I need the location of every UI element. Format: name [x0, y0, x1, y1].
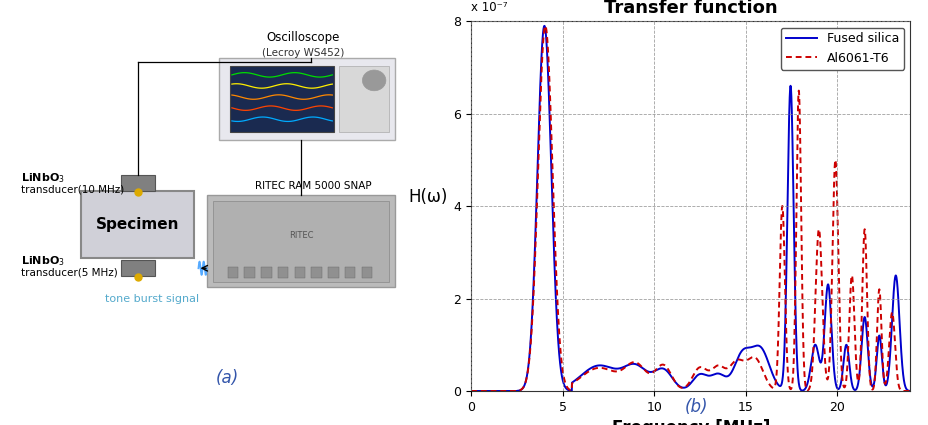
Text: LiNbO$_3$: LiNbO$_3$	[20, 255, 65, 269]
Fused silica	[465, 388, 476, 394]
FancyBboxPatch shape	[261, 267, 271, 278]
FancyBboxPatch shape	[121, 175, 154, 191]
Y-axis label: H(ω): H(ω)	[408, 188, 447, 206]
FancyBboxPatch shape	[82, 191, 194, 258]
Al6061-T6	[465, 388, 476, 394]
FancyBboxPatch shape	[277, 267, 288, 278]
FancyBboxPatch shape	[121, 260, 154, 276]
Text: (b): (b)	[684, 399, 708, 416]
FancyBboxPatch shape	[294, 267, 304, 278]
Circle shape	[362, 70, 385, 91]
FancyBboxPatch shape	[244, 267, 254, 278]
FancyBboxPatch shape	[227, 267, 238, 278]
Fused silica	[728, 363, 740, 368]
Text: transducer(5 MHz): transducer(5 MHz)	[20, 268, 117, 278]
FancyBboxPatch shape	[229, 65, 334, 132]
Al6061-T6	[793, 89, 804, 94]
Al6061-T6	[904, 388, 915, 394]
FancyBboxPatch shape	[213, 201, 388, 282]
Text: (a): (a)	[216, 369, 239, 387]
Text: RITEC RAM 5000 SNAP: RITEC RAM 5000 SNAP	[254, 181, 371, 191]
Fused silica	[826, 343, 837, 348]
FancyBboxPatch shape	[344, 267, 354, 278]
Fused silica	[545, 159, 556, 164]
Text: RITEC: RITEC	[289, 231, 313, 240]
Fused silica	[793, 382, 804, 387]
Al6061-T6	[539, 23, 550, 28]
Al6061-T6	[633, 362, 644, 367]
Text: tone burst signal: tone burst signal	[105, 294, 200, 303]
Fused silica	[538, 23, 549, 28]
Al6061-T6	[728, 359, 740, 364]
FancyBboxPatch shape	[219, 58, 394, 139]
Title: Transfer function: Transfer function	[603, 0, 777, 17]
FancyBboxPatch shape	[207, 195, 394, 287]
Text: transducer(10 MHz): transducer(10 MHz)	[20, 184, 123, 195]
Fused silica	[904, 388, 915, 394]
Line: Fused silica: Fused silica	[470, 26, 909, 391]
Fused silica	[751, 343, 762, 348]
Al6061-T6	[826, 253, 837, 258]
FancyBboxPatch shape	[338, 65, 388, 132]
Text: Oscilloscope: Oscilloscope	[266, 31, 340, 44]
Al6061-T6	[545, 122, 556, 127]
FancyBboxPatch shape	[328, 267, 338, 278]
Legend: Fused silica, Al6061-T6: Fused silica, Al6061-T6	[780, 28, 903, 70]
FancyBboxPatch shape	[311, 267, 321, 278]
Fused silica	[633, 363, 644, 368]
Text: (Lecroy WS452): (Lecroy WS452)	[262, 48, 344, 58]
Text: x 10⁻⁷: x 10⁻⁷	[470, 1, 508, 14]
FancyBboxPatch shape	[361, 267, 371, 278]
Line: Al6061-T6: Al6061-T6	[470, 26, 909, 391]
Text: LiNbO$_3$: LiNbO$_3$	[20, 172, 65, 185]
X-axis label: Frequency [MHz]: Frequency [MHz]	[611, 419, 769, 425]
Text: Specimen: Specimen	[96, 217, 179, 232]
Al6061-T6	[751, 357, 762, 362]
